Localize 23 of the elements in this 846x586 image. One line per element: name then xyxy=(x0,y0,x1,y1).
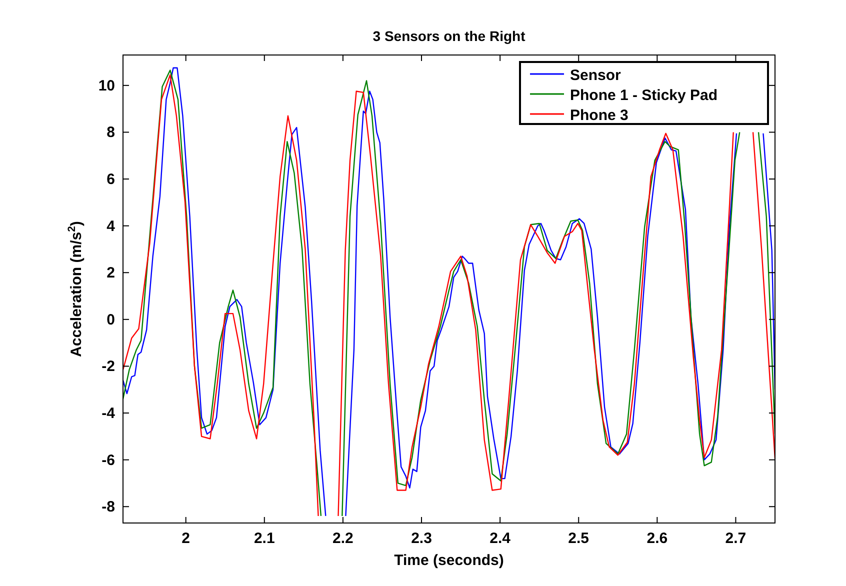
y-tick-label: -6 xyxy=(102,452,115,469)
x-tick-label: 2 xyxy=(182,530,190,547)
x-axis-title: Time (seconds) xyxy=(394,552,504,569)
y-tick-label: 4 xyxy=(106,218,116,235)
y-tick-label: -2 xyxy=(102,358,115,376)
y-tick-label: 6 xyxy=(106,171,115,188)
x-tick-label: 2.1 xyxy=(254,530,275,547)
y-tick-label: -4 xyxy=(102,405,116,422)
y-tick-label: 10 xyxy=(98,77,115,94)
legend-label: Phone 1 - Sticky Pad xyxy=(570,87,718,104)
x-tick-label: 2.2 xyxy=(332,530,354,547)
x-tick-label: 2.4 xyxy=(490,530,512,547)
y-tick-label: -8 xyxy=(102,498,115,516)
x-tick-label: 2.3 xyxy=(411,530,432,547)
y-tick-label: 0 xyxy=(106,311,115,328)
legend-label: Sensor xyxy=(570,67,622,84)
x-tick-label: 2.7 xyxy=(725,530,746,547)
x-tick-label: 2.6 xyxy=(646,530,668,547)
y-tick-label: 8 xyxy=(106,124,115,142)
legend-label: Phone 3 xyxy=(570,107,628,124)
x-tick-label: 2.5 xyxy=(568,530,590,547)
y-tick-label: 2 xyxy=(106,264,115,282)
chart-title: 3 Sensors on the Right xyxy=(372,28,526,44)
